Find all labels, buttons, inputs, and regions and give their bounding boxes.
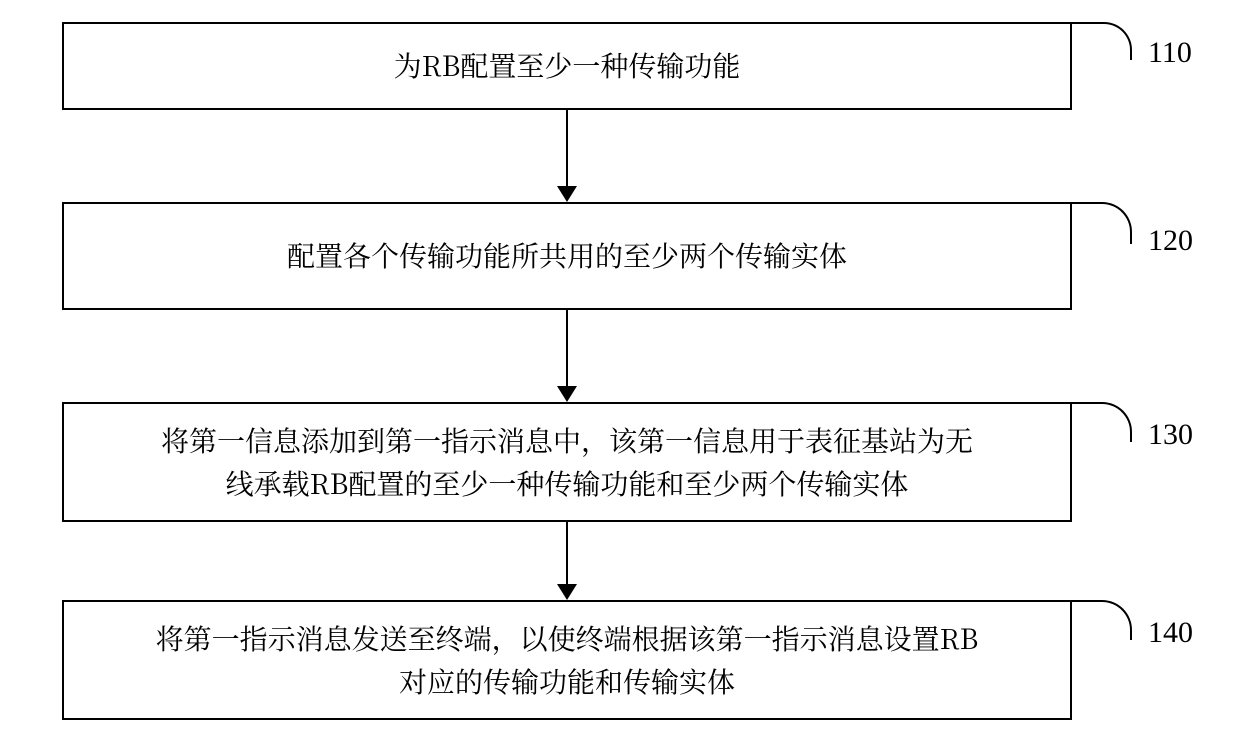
flow-label-120: 120 [1148,224,1193,258]
flow-step-130: 将第一信息添加到第一指示消息中，该第一信息用于表征基站为无 线承载RB配置的至少… [62,402,1072,522]
arrow-110-120-line [566,110,568,186]
arrow-130-140-line [566,522,568,584]
flow-step-140-text: 将第一指示消息发送至终端，以使终端根据该第一指示消息设置RB 对应的传输功能和传… [156,617,979,704]
flow-label-140: 140 [1148,616,1193,650]
flow-step-130-text: 将第一信息添加到第一指示消息中，该第一信息用于表征基站为无 线承载RB配置的至少… [161,419,973,506]
arrow-120-130-head [557,386,577,402]
flow-step-110-text: 为RB配置至少一种传输功能 [394,44,741,87]
flow-label-130: 130 [1148,418,1193,452]
flowchart-canvas: 为RB配置至少一种传输功能 110 配置各个传输功能所共用的至少两个传输实体 1… [0,0,1240,754]
flow-step-120: 配置各个传输功能所共用的至少两个传输实体 [62,202,1072,310]
leader-140 [1072,600,1132,640]
arrow-120-130-line [566,310,568,386]
flow-step-140: 将第一指示消息发送至终端，以使终端根据该第一指示消息设置RB 对应的传输功能和传… [62,600,1072,720]
flow-step-120-text: 配置各个传输功能所共用的至少两个传输实体 [287,234,847,277]
leader-120 [1072,202,1132,244]
flow-step-110: 为RB配置至少一种传输功能 [62,22,1072,110]
leader-130 [1072,402,1132,442]
arrow-130-140-head [557,584,577,600]
flow-label-110: 110 [1148,36,1192,70]
leader-110 [1072,22,1132,60]
arrow-110-120-head [557,186,577,202]
